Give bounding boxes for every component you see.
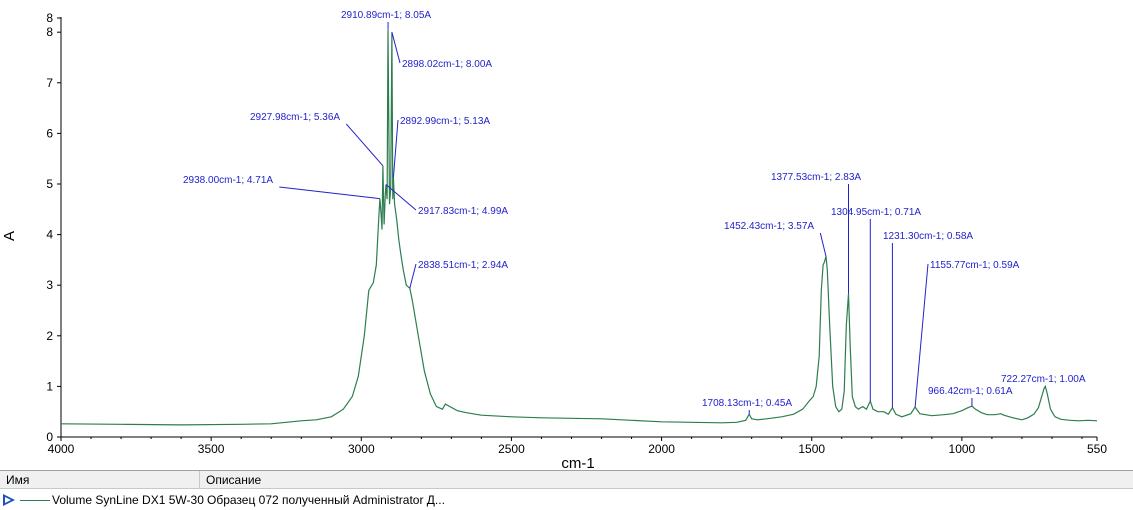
- annotations-group: 2910.89cm-1; 8.05A 2898.02cm-1; 8.00A 2927…: [183, 10, 1086, 415]
- annotation-label: 2898.02cm-1; 8.00A: [402, 59, 492, 70]
- x-tick-label: 3000: [348, 442, 375, 456]
- annotation-label: 1452.43cm-1; 3.57A: [724, 221, 814, 232]
- axes: 4000 3500 3000 2500 2000 1500 1000 550 0 1 2 3 4 5 6 7 8…: [46, 11, 1107, 456]
- x-tick-label: 4000: [48, 442, 75, 456]
- annotation-label: 2938.00cm-1; 4.71A: [183, 175, 273, 186]
- x-tick-label: 550: [1087, 442, 1107, 456]
- x-tick-label: 1500: [798, 442, 825, 456]
- legend-panel: Имя Описание Volume SynLine DX1 5W-30 Об…: [0, 470, 1133, 510]
- y-tick-label: 1: [46, 379, 53, 393]
- x-axis-label: cm-1: [561, 455, 594, 470]
- y-tick-label: 0: [46, 430, 53, 444]
- legend-header-name[interactable]: Имя: [0, 471, 200, 489]
- y-tick-label: 6: [46, 126, 53, 140]
- x-tick-label: 3500: [198, 442, 225, 456]
- annotation-label: 2927.98cm-1; 5.36A: [250, 112, 340, 123]
- row-selection-arrow-icon: [3, 494, 15, 506]
- y-tick-label: 7: [46, 76, 53, 90]
- annotation-label: 1304.95cm-1; 0.71A: [831, 207, 921, 218]
- y-tick-label: 3: [46, 278, 53, 292]
- annotation-label: 2910.89cm-1; 8.05A: [341, 10, 431, 21]
- legend-header-description[interactable]: Описание: [200, 471, 1133, 489]
- legend-series-description[interactable]: Образец 072 полученный Administrator Д..…: [207, 493, 445, 507]
- annotation-leader-line: [385, 184, 417, 211]
- annotation-label: 1377.53cm-1; 2.83A: [771, 172, 861, 183]
- spectrum-chart: 4000 3500 3000 2500 2000 1500 1000 550 0 1 2 3 4 5 6 7 8…: [1, 10, 1107, 470]
- annotation-leader-line: [914, 263, 929, 408]
- y-tick-label: 2: [46, 329, 53, 343]
- annotation-leader-line: [819, 232, 827, 257]
- annotation-label: 966.42cm-1; 0.61A: [928, 386, 1013, 397]
- annotation-label: 1155.77cm-1; 0.59A: [930, 260, 1020, 271]
- annotation-leader-line: [392, 119, 399, 178]
- annotation-label: 722.27cm-1; 1.00A: [1001, 374, 1086, 385]
- annotation-label: 2917.83cm-1; 4.99A: [418, 206, 508, 217]
- annotation-leader-line: [391, 32, 401, 64]
- y-tick-label: 5: [46, 177, 53, 191]
- annotation-leader-line: [409, 263, 417, 289]
- legend-series-swatch: [20, 500, 50, 501]
- y-tick-label: 4: [46, 228, 53, 242]
- annotation-label: 1231.30cm-1; 0.58A: [883, 231, 973, 242]
- x-tick-label: 1000: [949, 442, 976, 456]
- y-tick-label: 8: [46, 25, 53, 39]
- annotation-leader-line: [345, 123, 384, 167]
- series-group: [60, 29, 1098, 426]
- y-axis-label: A: [1, 231, 18, 241]
- y-tick-label: 8: [46, 11, 53, 25]
- x-tick-label: 2500: [498, 442, 525, 456]
- spectrum-line: [60, 29, 1098, 426]
- annotation-label: 2892.99cm-1; 5.13A: [400, 116, 490, 127]
- legend-series-name[interactable]: Volume SynLine DX1 5W-30: [52, 493, 204, 507]
- annotation-label: 1708.13cm-1; 0.45A: [702, 398, 792, 409]
- x-tick-label: 2000: [648, 442, 675, 456]
- annotation-leader-line: [279, 186, 380, 200]
- annotation-label: 2838.51cm-1; 2.94A: [418, 260, 508, 271]
